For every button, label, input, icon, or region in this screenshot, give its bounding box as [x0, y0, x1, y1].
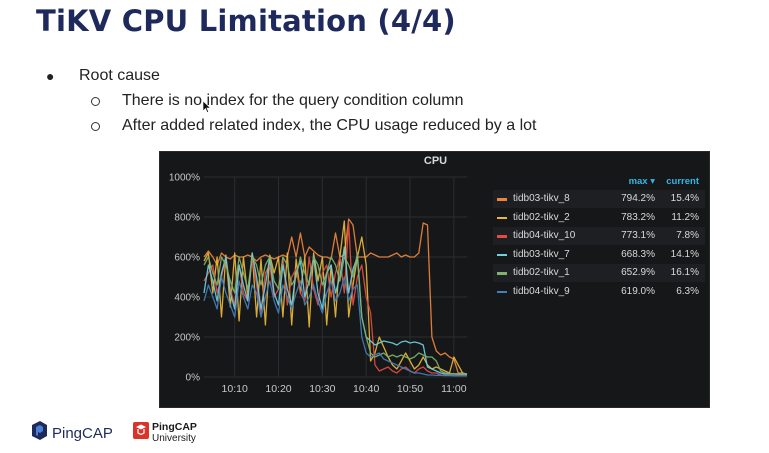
sub-bullet-circle: [91, 122, 100, 131]
cpu-chart-panel: CPU 0% 200% 400% 600% 800% 1000% 10:10 10:20 10:…: [159, 151, 710, 408]
legend-sort-max[interactable]: max ▾: [628, 176, 655, 187]
legend-current-value: 7.8%: [676, 230, 699, 241]
legend-sort-current[interactable]: current: [666, 176, 699, 187]
bullet-root-cause: Root cause: [79, 67, 160, 84]
legend-item[interactable]: tidb02-tikv_2 783.2% 11.2%: [493, 209, 705, 227]
legend-swatch: [497, 272, 507, 275]
sub-bullet-circle: [91, 97, 100, 106]
legend-max-value: 773.1%: [621, 230, 655, 241]
legend-max-value: 619.0%: [621, 285, 655, 297]
series-line-tidb02-tikv-1: [203, 252, 467, 375]
sub-bullet-added-index: After added related index, the CPU usage…: [122, 117, 537, 134]
x-tick-label: 11:00: [441, 383, 467, 395]
legend-item[interactable]: tidb03-tikv_7 668.3% 14.1%: [493, 246, 705, 264]
legend-max-value: 652.9%: [621, 267, 655, 278]
legend-swatch: [497, 216, 507, 219]
legend-item[interactable]: tidb04-tikv_10 773.1% 7.8%: [493, 227, 705, 245]
legend-item[interactable]: tidb03-tikv_8 794.2% 15.4%: [493, 190, 705, 208]
legend-current-value: 11.2%: [671, 211, 699, 223]
legend-swatch: [497, 290, 507, 293]
y-tick-label: 600%: [174, 253, 200, 264]
university-name: PingCAP: [152, 421, 197, 433]
university-subtitle: University: [152, 433, 196, 444]
legend-item[interactable]: tidb04-tikv_9 619.0% 6.3%: [493, 283, 705, 301]
pingcap-logo-text: PingCAP: [52, 425, 113, 442]
legend-series-name: tidb04-tikv_9: [513, 285, 570, 297]
legend-current-value: 14.1%: [670, 248, 699, 260]
legend-series-name: tidb03-tikv_8: [513, 193, 570, 204]
slide-title: TiKV CPU Limitation (4/4): [36, 4, 456, 38]
x-tick-label: 10:40: [353, 383, 379, 395]
legend-series-name: tidb02-tikv_2: [513, 211, 570, 223]
legend-swatch: [497, 253, 507, 256]
bullet-dot: ●: [46, 68, 55, 84]
legend-header: max ▾ current: [493, 174, 705, 190]
x-tick-label: 10:50: [397, 383, 423, 395]
cpu-line-chart: 0% 200% 400% 600% 800% 1000% 10:10 10:20 10:30 10…: [169, 173, 468, 395]
mouse-cursor-icon: [203, 101, 211, 113]
x-tick-label: 10:10: [222, 383, 248, 395]
y-tick-label: 800%: [174, 213, 200, 224]
legend-current-value: 15.4%: [670, 193, 699, 204]
y-tick-label: 1000%: [169, 173, 200, 184]
y-tick-label: 400%: [174, 293, 200, 304]
chart-title: CPU: [423, 155, 448, 167]
legend-current-value: 6.3%: [676, 285, 699, 297]
x-tick-label: 10:20: [265, 383, 291, 395]
legend-current-value: 16.1%: [670, 267, 699, 278]
pingcap-logo-icon: [32, 421, 47, 440]
series-line-tidb03-tikv-7: [203, 246, 467, 375]
pingcap-university-logo-icon: [133, 422, 149, 439]
y-tick-label: 200%: [174, 333, 200, 344]
legend-series-name: tidb03-tikv_7: [513, 248, 570, 260]
series-line-tidb03-tikv-8: [203, 218, 468, 375]
legend-max-value: 794.2%: [621, 193, 655, 204]
legend-item[interactable]: tidb02-tikv_1 652.9% 16.1%: [493, 264, 705, 282]
y-tick-label: 0%: [186, 373, 201, 384]
legend-max-value: 783.2%: [621, 211, 655, 223]
legend-series-name: tidb04-tikv_10: [513, 230, 576, 241]
series-line-tidb04-tikv-9: [203, 276, 467, 377]
chart-legend: max ▾ current tidb03-tikv_8 794.2% 15.4% ti…: [493, 174, 705, 301]
legend-max-value: 668.3%: [621, 248, 655, 260]
legend-swatch: [497, 198, 507, 201]
legend-swatch: [497, 235, 507, 238]
sub-bullet-no-index: There is no index for the query conditio…: [122, 92, 464, 109]
legend-series-name: tidb02-tikv_1: [513, 267, 570, 278]
x-tick-label: 10:30: [309, 383, 335, 395]
